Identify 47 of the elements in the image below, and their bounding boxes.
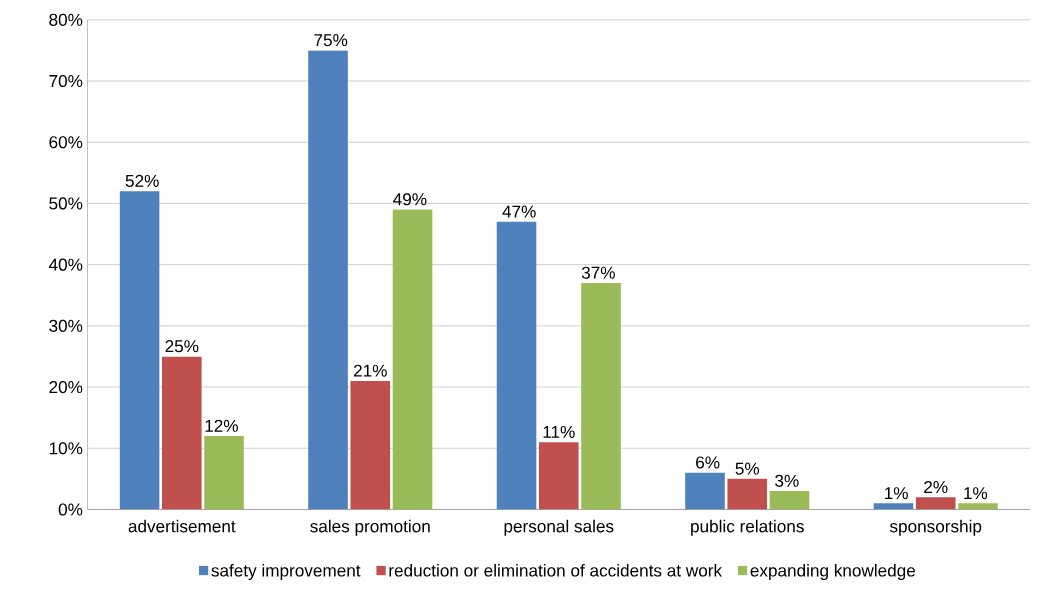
data-label: 21%	[353, 364, 387, 377]
legend-label: expanding knowledge	[750, 563, 916, 580]
bar	[496, 221, 537, 510]
bar	[538, 441, 579, 510]
data-label: 5%	[735, 462, 760, 475]
bar	[204, 435, 244, 510]
data-label: 49%	[393, 192, 427, 206]
y-tick-label: 70%	[49, 74, 83, 87]
data-label: 2%	[924, 480, 948, 493]
y-tick-label: 0%	[58, 503, 83, 516]
x-tick-label: sponsorship	[889, 519, 982, 536]
bar	[308, 50, 348, 510]
bar	[727, 478, 768, 510]
bar	[873, 503, 914, 510]
legend-label: reduction or elimination of accidents at work	[389, 563, 723, 577]
bar	[769, 490, 810, 510]
y-tick-label: 80%	[49, 13, 83, 26]
y-tick-label: 20%	[49, 380, 83, 393]
bar	[685, 472, 725, 510]
bar	[350, 380, 391, 510]
legend-label: safety improvement	[211, 563, 361, 580]
x-tick-label: advertisement	[128, 519, 236, 533]
bar	[119, 191, 160, 510]
bar	[162, 356, 202, 510]
y-tick-label: 10%	[49, 442, 83, 455]
y-tick-label: 50%	[49, 197, 83, 210]
data-label: 12%	[205, 419, 238, 432]
data-label: 47%	[502, 205, 536, 218]
y-tick-label: 60%	[49, 135, 83, 149]
x-tick-label: sales promotion	[310, 519, 430, 536]
data-label: 25%	[165, 339, 199, 353]
data-label: 1%	[885, 486, 908, 499]
data-label: 52%	[125, 174, 159, 187]
x-tick-label: personal sales	[504, 519, 614, 536]
x-tick-label: public relations	[691, 519, 804, 536]
y-tick-label: 40%	[48, 258, 83, 271]
data-label: 1%	[964, 486, 988, 499]
data-label: 11%	[543, 425, 575, 438]
data-label: 75%	[314, 33, 348, 46]
y-tick-label: 30%	[49, 319, 83, 332]
bar	[392, 209, 433, 510]
bar	[581, 282, 621, 510]
data-label: 6%	[696, 456, 720, 469]
data-label: 3%	[775, 474, 799, 487]
bar	[958, 503, 998, 510]
data-label: 37%	[581, 266, 615, 279]
bar	[915, 497, 956, 510]
